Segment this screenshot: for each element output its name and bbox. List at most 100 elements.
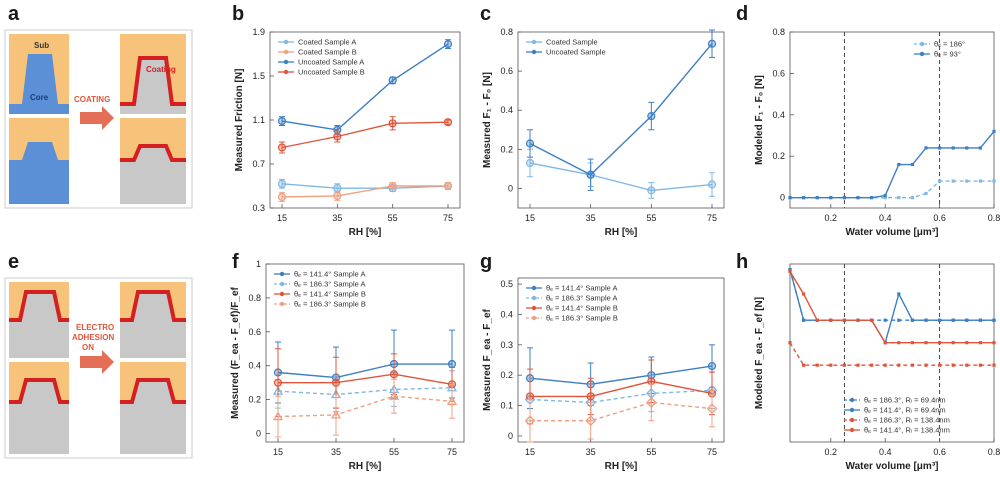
electro-adhesion-label-3: ON <box>82 343 94 352</box>
data-point <box>647 377 656 386</box>
data-point <box>910 196 914 200</box>
plot-frame <box>517 277 725 443</box>
data-point <box>277 192 287 202</box>
data-point <box>815 363 819 367</box>
data-point <box>910 363 914 367</box>
legend-marker <box>283 39 289 45</box>
panel-label-d: d <box>736 3 748 25</box>
data-point <box>277 179 287 188</box>
x-axis-label: Water volume [μm³] <box>846 461 939 472</box>
data-point <box>883 341 887 345</box>
legend-entry: Uncoated Sample A <box>298 58 364 67</box>
series-line <box>281 183 449 189</box>
series-1 <box>272 370 458 412</box>
x-tick-label: 15 <box>525 213 535 223</box>
series-line <box>789 271 994 344</box>
panel-label-b: b <box>232 3 244 25</box>
data-point <box>978 341 982 345</box>
data-point <box>992 363 996 367</box>
data-point <box>443 39 453 49</box>
data-point <box>802 363 806 367</box>
y-tick-label: 0 <box>256 429 261 439</box>
legend-marker <box>531 285 537 291</box>
data-point <box>938 341 942 345</box>
data-point <box>277 116 287 126</box>
series-line <box>277 363 452 379</box>
x-tick-label: 55 <box>388 213 398 223</box>
y-tick-label: 0.6 <box>248 327 261 337</box>
series-line <box>529 162 713 192</box>
legend-entry: θₑ = 186° <box>934 40 965 49</box>
data-point <box>586 170 595 179</box>
sub-label: Sub <box>34 41 49 50</box>
series-1 <box>788 268 996 345</box>
legend-entry: θₑ = 141.4°, Rₗ = 69.4nm <box>864 406 946 415</box>
coating-layer <box>120 56 186 106</box>
data-point <box>525 158 535 168</box>
panel-label-c: c <box>480 3 491 25</box>
data-point <box>992 179 996 183</box>
data-point <box>331 378 341 387</box>
legend: θₑ = 186°θₑ = 93° <box>914 40 965 59</box>
data-point <box>910 341 914 345</box>
core-shape <box>9 142 69 204</box>
y-tick-label: 0 <box>508 183 513 193</box>
y-axis-label: Measured F₁ - F₀ [N] <box>482 72 493 168</box>
y-tick-label: 0.3 <box>500 340 513 350</box>
series-line <box>529 365 713 386</box>
data-point <box>897 162 901 167</box>
x-tick-label: 75 <box>447 447 457 457</box>
data-point <box>856 363 860 367</box>
data-point <box>388 390 400 400</box>
data-point <box>951 363 955 367</box>
legend-entry: θₑ = 141.4° Sample B <box>546 304 618 313</box>
coated-core-shape <box>120 380 186 454</box>
chart-h: 0.2 0.4 0.6 0.8 Water volume [μm³] Modeled F_… <box>754 263 1000 472</box>
data-point <box>524 415 536 427</box>
data-point <box>388 76 397 85</box>
x-tick-label: 55 <box>389 447 399 457</box>
y-tick-label: 0.8 <box>772 27 785 37</box>
data-point <box>645 397 657 408</box>
data-point <box>333 191 342 200</box>
series-0 <box>273 329 457 409</box>
y-tick-label: 0.2 <box>772 151 785 161</box>
x-tick-label: 35 <box>331 447 341 457</box>
x-tick-label: 35 <box>332 213 342 223</box>
legend-entry: θₑ = 186.3° Sample B <box>546 314 618 323</box>
legend-marker <box>849 427 855 433</box>
data-point <box>272 411 284 421</box>
series-3 <box>272 378 458 438</box>
y-tick-label: 1.5 <box>252 71 265 81</box>
legend-marker <box>531 49 537 55</box>
plot-frame <box>265 263 465 443</box>
y-tick-label: 1 <box>256 259 261 269</box>
data-point <box>525 139 535 148</box>
legend-marker <box>849 407 855 413</box>
x-tick-label: 15 <box>277 213 287 223</box>
y-tick-label: 0.2 <box>500 144 513 154</box>
legend-marker <box>919 41 925 47</box>
legend-marker <box>919 51 925 57</box>
data-point <box>965 341 969 345</box>
y-tick-label: 1.1 <box>252 115 265 125</box>
legend-marker <box>283 59 289 65</box>
legend-entry: Uncoated Sample <box>546 48 606 57</box>
data-point <box>443 181 453 191</box>
data-point <box>992 318 996 322</box>
data-point <box>978 146 982 150</box>
chart-g: 0 0.1 0.2 0.3 0.4 0.5 15 35 55 75 RH [%] Measured F… <box>482 277 725 472</box>
legend-marker <box>279 291 285 297</box>
legend-entry: Coated Sample A <box>298 38 356 47</box>
x-tick-label: 0.2 <box>825 447 838 457</box>
coated-core-shape <box>9 380 69 454</box>
series-line <box>277 395 453 418</box>
data-point <box>870 196 874 200</box>
legend-entry: Uncoated Sample B <box>298 68 365 77</box>
data-point <box>992 129 996 133</box>
legend-entry: θₑ = 141.4°, Rₗ = 138.4nm <box>864 426 950 435</box>
data-point <box>978 179 982 183</box>
series-line <box>790 180 994 199</box>
series-3 <box>788 269 996 345</box>
